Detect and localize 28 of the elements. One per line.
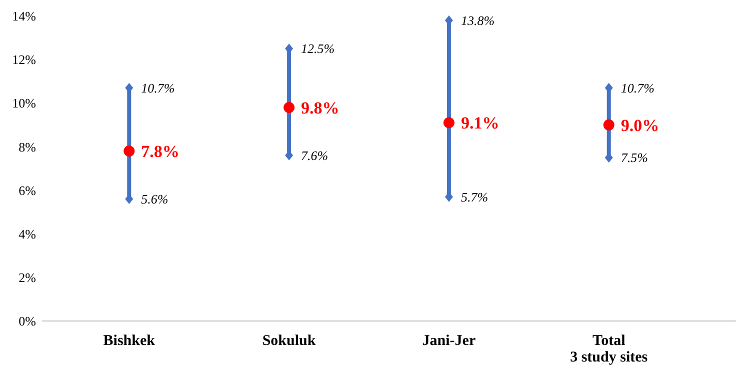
point bbox=[284, 102, 295, 113]
data-label: 7.8% bbox=[141, 142, 180, 162]
data-label: 9.1% bbox=[460, 114, 500, 133]
x-tick-label: Total 3 study sites bbox=[570, 333, 648, 366]
y-tick-label: 0% bbox=[18, 314, 36, 329]
y-tick-label: 10% bbox=[12, 96, 36, 111]
annotation: 5.6% bbox=[141, 192, 168, 207]
point bbox=[603, 119, 614, 130]
x-tick-label: Jani-Jer bbox=[422, 333, 476, 349]
y-tick-label: 4% bbox=[18, 226, 36, 242]
x-tick-label: Sokuluk bbox=[262, 333, 316, 349]
point bbox=[443, 117, 454, 128]
point bbox=[124, 146, 135, 157]
annotation: 7.6% bbox=[301, 148, 328, 163]
annotation: 12.5% bbox=[301, 41, 335, 56]
data-label: 9.8% bbox=[301, 98, 340, 118]
data-label: 9.0% bbox=[620, 116, 660, 135]
annotation: 10.7% bbox=[620, 80, 655, 96]
annotation: 13.8% bbox=[460, 12, 495, 28]
y-tick-label: 12% bbox=[12, 52, 36, 68]
annotation: 10.7% bbox=[141, 80, 175, 96]
x-tick-label: Bishkek bbox=[103, 333, 156, 349]
y-tick-label: 14% bbox=[12, 8, 36, 24]
y-tick-label: 2% bbox=[18, 270, 36, 285]
annotation: 7.5% bbox=[620, 150, 648, 166]
y-tick-label: 6% bbox=[18, 182, 36, 198]
y-tick-label: 8% bbox=[18, 139, 36, 154]
annotation: 5.7% bbox=[460, 189, 488, 204]
